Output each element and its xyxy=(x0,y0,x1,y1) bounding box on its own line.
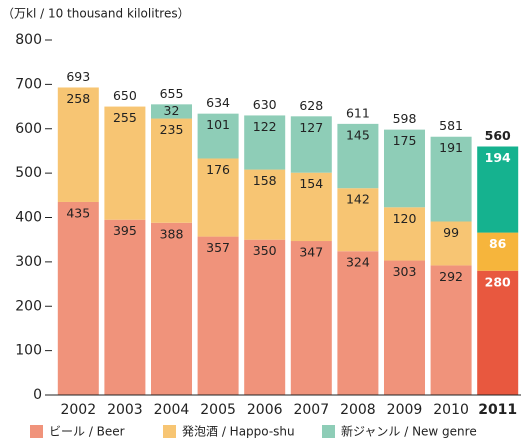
legend-swatch xyxy=(163,425,176,438)
bar-segment xyxy=(244,115,286,170)
bar-segment xyxy=(104,106,146,220)
bar-segment xyxy=(430,136,472,222)
legend-label: 発泡酒 / Happo-shu xyxy=(182,425,295,439)
value-label: 120 xyxy=(393,211,417,226)
x-tick-label: 2011 xyxy=(478,402,517,418)
total-label: 634 xyxy=(206,95,230,110)
total-label: 611 xyxy=(346,105,370,120)
value-label: 303 xyxy=(393,264,417,279)
value-label: 324 xyxy=(346,255,370,270)
x-tick-label: 2007 xyxy=(293,402,329,418)
value-label: 292 xyxy=(439,269,463,284)
legend-label: ビール / Beer xyxy=(49,425,125,439)
value-label: 347 xyxy=(299,245,323,260)
y-tick-label: 700 xyxy=(15,76,42,92)
y-tick-label: 500 xyxy=(15,165,42,181)
bar-segment xyxy=(383,207,426,261)
total-label: 628 xyxy=(299,98,323,113)
legend-swatch xyxy=(322,425,335,438)
value-label: 435 xyxy=(66,205,90,220)
bar-segment xyxy=(337,123,379,189)
value-label: 32 xyxy=(164,103,180,118)
bar-segment xyxy=(104,219,146,395)
value-label: 145 xyxy=(346,127,370,142)
x-tick-label: 2006 xyxy=(247,402,283,418)
total-label: 630 xyxy=(253,97,277,112)
x-tick-label: 2009 xyxy=(387,402,423,418)
bar-segment xyxy=(197,236,239,395)
value-label: 176 xyxy=(206,162,230,177)
value-label: 175 xyxy=(393,133,417,148)
legend-swatch xyxy=(30,425,43,438)
y-tick-label: 400 xyxy=(15,210,42,226)
x-tick-label: 2005 xyxy=(200,402,236,418)
bar-segment xyxy=(150,104,193,119)
x-tick-label: 2004 xyxy=(154,402,190,418)
value-label: 280 xyxy=(485,274,511,289)
bar-segment xyxy=(290,116,332,173)
bar-segment xyxy=(150,118,193,223)
value-label: 255 xyxy=(113,110,137,125)
value-label: 154 xyxy=(299,176,323,191)
value-label: 350 xyxy=(253,243,277,258)
bar-segment xyxy=(430,221,472,266)
total-label: 581 xyxy=(439,118,463,133)
value-label: 357 xyxy=(206,240,230,255)
value-label: 86 xyxy=(489,236,507,251)
total-label: 693 xyxy=(66,69,90,84)
value-label: 191 xyxy=(439,140,463,155)
value-label: 99 xyxy=(443,225,459,240)
y-tick-label: 600 xyxy=(15,121,42,137)
y-tick-label: 800 xyxy=(15,32,42,48)
x-tick-label: 2008 xyxy=(340,402,376,418)
y-tick-label: 200 xyxy=(15,298,42,314)
bar-segment xyxy=(197,113,239,159)
value-label: 142 xyxy=(346,192,370,207)
y-tick-label: 300 xyxy=(15,254,42,270)
value-label: 158 xyxy=(253,173,277,188)
value-label: 235 xyxy=(160,122,184,137)
bar-segment xyxy=(337,251,379,395)
x-tick-label: 2010 xyxy=(433,402,469,418)
bar-segment xyxy=(197,158,239,237)
bar-segment xyxy=(477,232,519,271)
y-tick-label: 0 xyxy=(33,387,42,403)
bar-segment xyxy=(57,201,99,395)
bar-segment xyxy=(57,87,99,202)
x-tick-label: 2003 xyxy=(107,402,143,418)
value-label: 388 xyxy=(160,226,184,241)
value-label: 258 xyxy=(66,91,90,106)
bar-segment xyxy=(383,260,426,395)
y-tick-label: 100 xyxy=(15,343,42,359)
bar-segment xyxy=(244,169,286,240)
value-label: 395 xyxy=(113,223,137,238)
value-label: 122 xyxy=(253,119,277,134)
bar-segment xyxy=(383,129,426,208)
total-label: 560 xyxy=(485,128,511,143)
bar-segment xyxy=(244,239,286,395)
bar-segment xyxy=(337,188,379,252)
value-label: 194 xyxy=(485,150,511,165)
bar-segment xyxy=(290,172,332,242)
bar-segment xyxy=(290,241,332,395)
bar-segment xyxy=(150,222,193,395)
x-tick-label: 2002 xyxy=(60,402,96,418)
bar-segment xyxy=(477,146,519,233)
total-label: 598 xyxy=(393,111,417,126)
total-label: 650 xyxy=(113,88,137,103)
total-label: 655 xyxy=(160,86,184,101)
bar-segment xyxy=(477,270,519,395)
legend-label: 新ジャンル / New genre xyxy=(341,424,477,439)
bar-segment xyxy=(430,265,472,395)
y-axis-label: （万kl / 10 thousand kilolitres） xyxy=(2,7,190,21)
value-label: 127 xyxy=(299,120,323,135)
value-label: 101 xyxy=(206,117,230,132)
